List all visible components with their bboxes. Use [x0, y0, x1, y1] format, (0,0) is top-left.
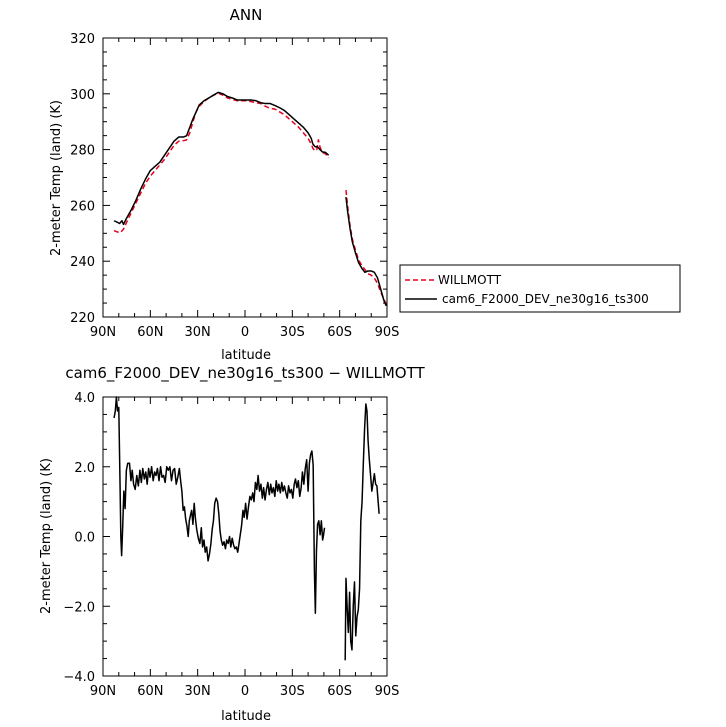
top-y-tick-label: 320	[70, 32, 95, 47]
legend-label-willmott: WILLMOTT	[438, 273, 502, 287]
top-ticks: 90N 60N 30N 0 30S 60S 90S 220 240 260 280 300 320	[70, 32, 399, 340]
bottom-chart-title: cam6_F2000_DEV_ne30g16_ts300 − WILLMOTT	[65, 364, 425, 383]
top-chart-title: ANN	[230, 6, 263, 24]
bottom-series-0-line	[113, 396, 326, 614]
top-x-tick-label: 30N	[185, 325, 211, 340]
top-y-tick-label: 280	[70, 144, 95, 159]
bottom-x-tick-label: 0	[241, 684, 249, 699]
bottom-series-lines	[113, 396, 380, 661]
top-x-tick-label: 90S	[375, 325, 400, 340]
bottom-y-tick-label: −4.0	[63, 670, 95, 685]
bottom-x-tick-label: 90N	[90, 684, 116, 699]
top-series-lines	[113, 91, 387, 307]
bottom-y-tick-label: 2.0	[74, 461, 95, 476]
top-series-0-line	[113, 92, 330, 234]
top-y-tick-label: 300	[70, 88, 95, 103]
legend: WILLMOTT cam6_F2000_DEV_ne30g16_ts300	[399, 264, 681, 313]
bottom-x-tick-label: 60S	[327, 684, 352, 699]
top-y-tick-label: 220	[70, 311, 95, 326]
bottom-x-tick-label: 60N	[137, 684, 163, 699]
top-series-0-line	[345, 189, 387, 305]
bottom-x-axis-label: latitude	[221, 709, 271, 724]
bottom-panel: cam6_F2000_DEV_ne30g16_ts300 − WILLMOTT …	[39, 364, 425, 724]
bottom-y-tick-label: 0.0	[74, 531, 95, 546]
legend-box	[399, 264, 681, 313]
top-x-tick-label: 60S	[327, 325, 352, 340]
top-panel: ANN 90N 60N 30N 0 30S 60S 90S 220 240 260 280 300 32…	[49, 6, 681, 363]
legend-label-cam6: cam6_F2000_DEV_ne30g16_ts300	[442, 292, 649, 306]
top-x-tick-label: 90N	[90, 325, 116, 340]
bottom-y-tick-label: 4.0	[74, 391, 95, 406]
bottom-y-tick-label: −2.0	[63, 600, 95, 615]
top-x-tick-label: 60N	[137, 325, 163, 340]
top-x-tick-label: 30S	[280, 325, 305, 340]
bottom-x-tick-label: 90S	[375, 684, 400, 699]
bottom-x-tick-label: 30S	[280, 684, 305, 699]
bottom-plot-frame	[102, 396, 388, 677]
bottom-y-axis-label: 2-meter Temp (land) (K)	[39, 458, 54, 614]
top-x-axis-label: latitude	[221, 348, 271, 363]
top-y-axis-label: 2-meter Temp (land) (K)	[49, 100, 64, 256]
top-plot-frame	[102, 37, 388, 318]
top-x-tick-label: 0	[241, 325, 249, 340]
bottom-series-0-line	[344, 403, 380, 661]
top-y-tick-label: 240	[70, 255, 95, 270]
bottom-x-tick-label: 30N	[185, 684, 211, 699]
top-y-tick-label: 260	[70, 199, 95, 214]
top-series-1-line	[113, 91, 330, 226]
top-series-1-line	[345, 196, 387, 307]
